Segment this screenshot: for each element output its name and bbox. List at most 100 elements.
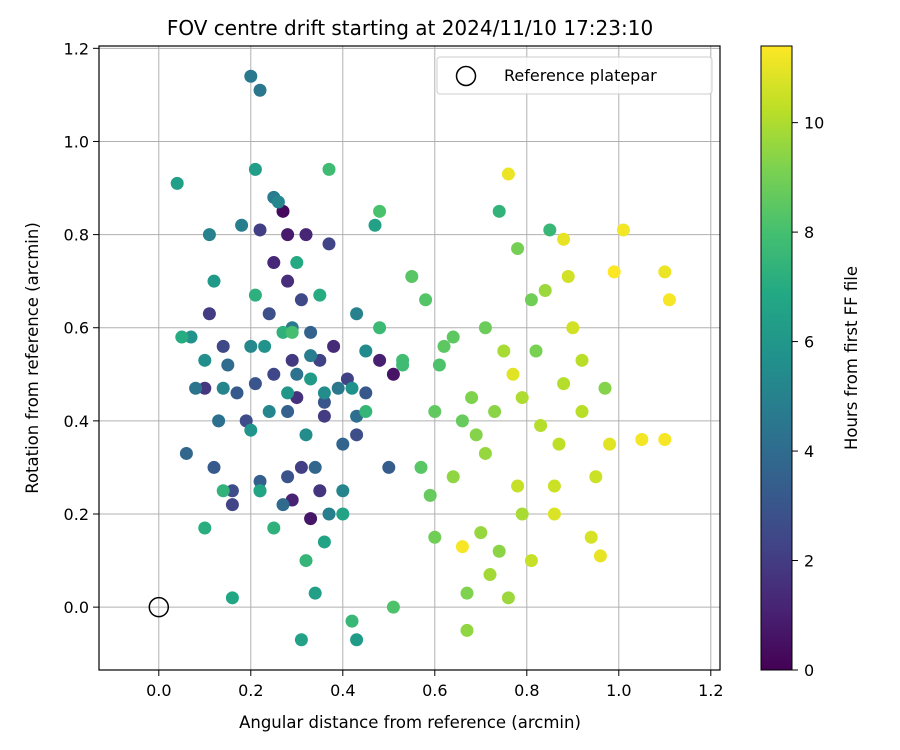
data-point <box>547 479 561 493</box>
data-point <box>294 633 308 647</box>
data-point <box>262 307 276 321</box>
data-point <box>492 544 506 558</box>
data-point <box>294 460 308 474</box>
data-point <box>304 372 318 386</box>
data-point <box>488 405 502 419</box>
colorbar-tick-label: 10 <box>804 114 824 133</box>
data-point <box>373 353 387 367</box>
x-tick-label: 0.4 <box>330 681 355 700</box>
data-point <box>584 530 598 544</box>
data-point <box>423 488 437 502</box>
colorbar-ticks: 0 2 4 6 8 10 <box>792 114 824 680</box>
data-point <box>189 381 203 395</box>
data-point <box>497 344 511 358</box>
data-point <box>432 358 446 372</box>
data-point <box>460 623 474 637</box>
colorbar-tick-label: 8 <box>804 223 814 242</box>
data-point <box>386 600 400 614</box>
data-point <box>478 321 492 335</box>
data-point <box>179 446 193 460</box>
y-axis: 0.0 0.2 0.4 0.6 0.8 1.0 1.2 <box>64 39 99 617</box>
data-point <box>276 325 290 339</box>
data-point <box>299 428 313 442</box>
y-tick-label: 0.4 <box>64 412 89 431</box>
data-point <box>437 339 451 353</box>
data-point <box>294 293 308 307</box>
data-point <box>419 293 433 307</box>
data-point <box>478 446 492 460</box>
colorbar-tick-label: 2 <box>804 552 814 571</box>
data-point <box>658 432 672 446</box>
data-point <box>405 270 419 284</box>
data-point <box>225 591 239 605</box>
data-point <box>350 428 364 442</box>
y-tick-label: 1.2 <box>64 39 89 58</box>
colorbar-tick-label: 6 <box>804 333 814 352</box>
chart-title: FOV centre drift starting at 2024/11/10 … <box>167 16 653 40</box>
data-point <box>258 339 272 353</box>
data-point <box>552 437 566 451</box>
data-point <box>216 381 230 395</box>
y-tick-label: 1.0 <box>64 132 89 151</box>
data-point <box>313 484 327 498</box>
colorbar-tick-label: 4 <box>804 442 814 461</box>
x-tick-label: 1.2 <box>698 681 723 700</box>
data-point <box>336 507 350 521</box>
data-point <box>607 265 621 279</box>
data-point <box>248 377 262 391</box>
data-point <box>474 526 488 540</box>
data-point <box>603 437 617 451</box>
data-point <box>304 325 318 339</box>
data-point <box>446 470 460 484</box>
data-point <box>281 405 295 419</box>
data-point <box>373 204 387 218</box>
data-point <box>331 381 345 395</box>
data-point <box>322 507 336 521</box>
data-point <box>304 349 318 363</box>
data-point <box>386 367 400 381</box>
data-point <box>308 460 322 474</box>
data-point <box>281 386 295 400</box>
data-point <box>317 535 331 549</box>
data-point <box>198 353 212 367</box>
data-point <box>428 405 442 419</box>
x-tick-label: 0.6 <box>422 681 447 700</box>
data-point <box>170 176 184 190</box>
data-point <box>492 204 506 218</box>
data-point <box>465 391 479 405</box>
x-tick-label: 1.0 <box>606 681 631 700</box>
x-axis-title: Angular distance from reference (arcmin) <box>239 713 581 732</box>
x-tick-label: 0.8 <box>514 681 539 700</box>
data-point <box>382 460 396 474</box>
data-point <box>313 288 327 302</box>
data-point <box>225 484 239 498</box>
data-point <box>281 228 295 242</box>
data-point <box>308 586 322 600</box>
data-point <box>202 228 216 242</box>
data-point <box>345 381 359 395</box>
reference-platepar-marker <box>148 596 170 618</box>
data-points <box>170 69 676 647</box>
data-point <box>538 283 552 297</box>
data-point <box>317 386 331 400</box>
data-point <box>575 353 589 367</box>
data-point <box>202 307 216 321</box>
legend: Reference platepar <box>436 56 713 95</box>
data-point <box>589 470 603 484</box>
data-point <box>557 232 571 246</box>
data-point <box>345 614 359 628</box>
data-point <box>501 591 515 605</box>
data-point <box>216 339 230 353</box>
data-point <box>350 633 364 647</box>
data-point <box>373 321 387 335</box>
data-point <box>524 554 538 568</box>
legend-label: Reference platepar <box>504 66 657 85</box>
data-point <box>216 484 230 498</box>
data-point <box>221 358 235 372</box>
data-point <box>414 460 428 474</box>
data-point <box>322 162 336 176</box>
y-tick-label: 0.6 <box>64 319 89 338</box>
data-point <box>524 293 538 307</box>
x-axis: 0.0 0.2 0.4 0.6 0.8 1.0 1.2 <box>146 670 724 700</box>
data-point <box>230 386 244 400</box>
